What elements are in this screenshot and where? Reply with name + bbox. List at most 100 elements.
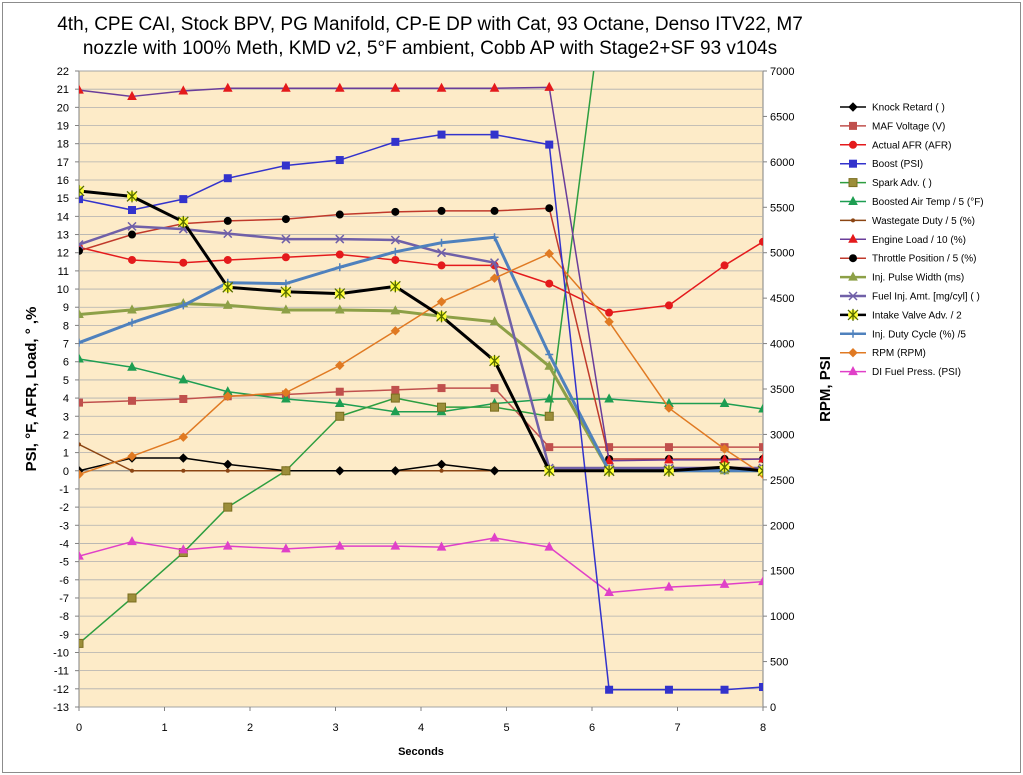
data-point <box>281 304 291 314</box>
data-point <box>225 468 230 473</box>
data-point <box>178 453 189 463</box>
y-right-tick-label: 6000 <box>770 157 794 169</box>
data-point <box>281 393 291 403</box>
data-point <box>334 287 346 300</box>
series-line <box>79 86 763 462</box>
data-point <box>759 237 763 246</box>
y-left-tick-label: 11 <box>58 266 69 278</box>
y-right-tick-label: 3000 <box>770 429 794 441</box>
y-left-tick-label: -9 <box>59 629 69 641</box>
data-point <box>128 318 137 327</box>
series-4 <box>79 71 595 648</box>
legend-label: Intake Valve Adv. / 2 <box>872 310 962 321</box>
series-line <box>79 189 763 473</box>
data-point <box>128 230 137 239</box>
data-point <box>335 387 344 396</box>
data-point <box>391 255 400 264</box>
data-point <box>489 466 500 476</box>
data-point <box>437 238 446 247</box>
chart-title-line-1: 4th, CPE CAI, Stock BPV, PG Manifold, CP… <box>57 14 803 35</box>
data-point <box>334 540 345 550</box>
y-left-tick-label: 4 <box>63 393 69 405</box>
data-point <box>181 468 186 473</box>
data-point <box>664 685 673 694</box>
data-point <box>127 90 137 100</box>
y-left-tick-label: 12 <box>57 248 69 260</box>
data-point <box>127 593 137 603</box>
data-point <box>281 387 291 398</box>
legend-swatch-marker <box>847 308 859 321</box>
data-point <box>179 195 188 204</box>
data-point <box>390 82 401 92</box>
x-tick-label: 4 <box>418 722 424 734</box>
y-left-tick-label: 21 <box>57 84 69 96</box>
y-left-tick-label: 1 <box>63 448 69 460</box>
data-point <box>664 581 674 591</box>
legend-label: DI Fuel Press. (PSI) <box>872 367 961 378</box>
legend-swatch-marker <box>849 121 857 130</box>
y-left-tick-label: 9 <box>63 302 69 314</box>
data-point <box>280 285 292 298</box>
y-left-tick-label: 18 <box>57 139 69 151</box>
data-point <box>178 544 189 554</box>
data-point <box>389 280 401 293</box>
series-7 <box>79 81 763 465</box>
data-point <box>720 261 729 270</box>
data-point <box>604 586 614 597</box>
y-left-tick-label: 3 <box>63 411 69 423</box>
data-point <box>127 451 137 461</box>
y-left-tick-label: -8 <box>59 611 69 623</box>
data-point <box>179 258 188 267</box>
chart-title-line-2: nozzle with 100% Meth, KMD v2, 5°F ambie… <box>82 38 778 59</box>
data-point <box>391 247 400 256</box>
legend-label: Engine Load / 10 (%) <box>872 235 966 246</box>
series-14 <box>79 532 763 597</box>
data-point <box>223 216 232 225</box>
data-point <box>79 246 83 255</box>
data-point <box>437 130 446 139</box>
legend-entry: MAF Voltage (V) <box>840 121 945 132</box>
data-point <box>223 391 233 401</box>
data-point <box>390 235 400 245</box>
data-point <box>759 683 763 692</box>
legend-entry: Actual AFR (AFR) <box>840 140 951 151</box>
series-line <box>79 207 763 460</box>
y-right-tick-label: 0 <box>770 702 776 714</box>
data-point <box>436 248 447 258</box>
data-point <box>127 221 137 231</box>
y-axis-right-title: RPM, PSI <box>817 356 834 422</box>
data-point <box>390 305 401 315</box>
data-point <box>130 468 135 473</box>
data-point <box>390 326 401 336</box>
series-line <box>79 537 763 594</box>
data-point <box>664 443 673 452</box>
legend-entry: RPM (RPM) <box>840 347 926 359</box>
legend-label: Actual AFR (AFR) <box>872 140 951 151</box>
legend-label: Wastegate Duty / 5 (%) <box>872 216 975 227</box>
y-right-tick-label: 2000 <box>770 520 794 532</box>
data-point <box>759 443 763 452</box>
data-point <box>489 273 500 283</box>
legend-label: Knock Retard ( ) <box>872 103 945 114</box>
x-tick-label: 7 <box>674 722 680 734</box>
data-point <box>223 229 233 239</box>
data-point <box>719 444 730 454</box>
data-point <box>490 402 500 412</box>
data-point <box>79 184 85 197</box>
data-point <box>489 354 500 367</box>
y-axis-left-title: PSI, °F, AFR, Load, ° ,% <box>23 307 40 472</box>
legend-label: Boosted Air Temp / 5 (°F) <box>872 197 984 208</box>
data-point <box>223 502 233 512</box>
y-right-tick-label: 1500 <box>770 566 794 578</box>
data-point <box>605 308 614 317</box>
y-right-tick-label: 1000 <box>770 611 794 623</box>
series-3 <box>79 130 763 694</box>
data-point <box>664 403 674 413</box>
data-point <box>758 453 763 463</box>
data-point <box>545 279 554 288</box>
data-point <box>390 406 401 416</box>
y-left-tick-label: 5 <box>63 375 69 387</box>
y-left-tick-label: 14 <box>57 211 69 223</box>
y-left-tick-label: -4 <box>59 538 69 550</box>
data-point <box>604 317 614 327</box>
